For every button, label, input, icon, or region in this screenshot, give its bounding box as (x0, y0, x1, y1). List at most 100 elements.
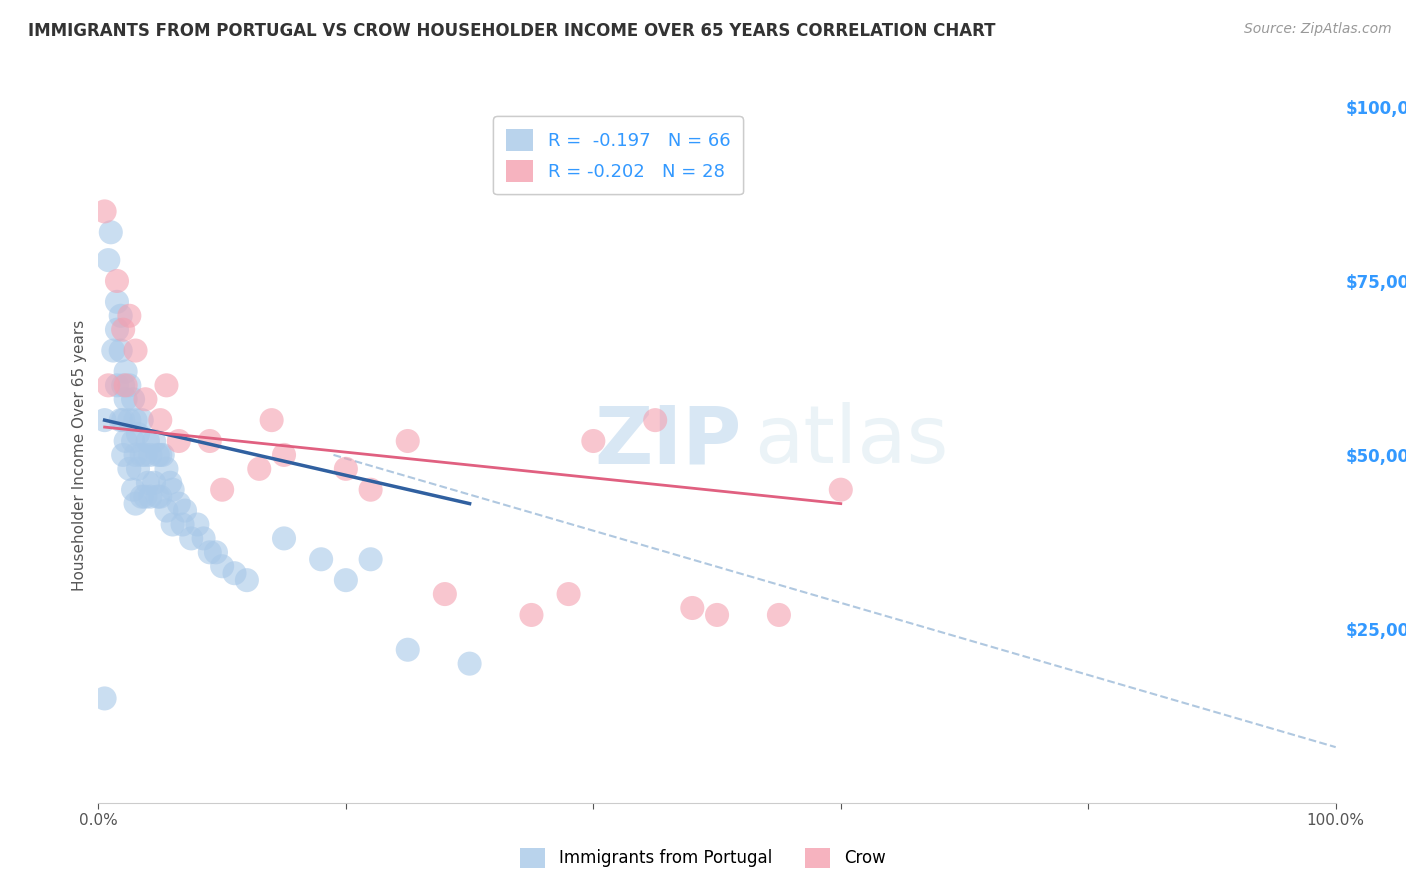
Point (136, 475, 159, 490)
Point (273, 448, 295, 462)
Legend: Immigrants from Portugal, Crow: Immigrants from Portugal, Crow (513, 841, 893, 875)
Point (114, 434, 136, 448)
Point (134, 490, 156, 504)
Point (644, 413, 666, 427)
Point (520, 607, 543, 622)
Text: atlas: atlas (754, 402, 949, 480)
Point (134, 448, 156, 462)
Point (122, 434, 145, 448)
Legend: R =  -0.197   N = 66, R = -0.202   N = 28: R = -0.197 N = 66, R = -0.202 N = 28 (494, 116, 742, 194)
Point (768, 607, 790, 622)
Point (335, 573, 357, 587)
Point (167, 497, 190, 511)
Point (131, 413, 153, 427)
Point (198, 545, 221, 559)
Point (273, 532, 295, 546)
Point (149, 490, 172, 504)
Point (114, 392, 136, 407)
Point (146, 448, 169, 462)
Point (118, 462, 141, 476)
Point (152, 448, 174, 462)
Point (149, 413, 172, 427)
Point (105, 294, 128, 309)
Point (97, 253, 120, 268)
Point (155, 462, 177, 476)
Point (131, 490, 153, 504)
Point (110, 413, 132, 427)
Point (122, 483, 145, 497)
Point (112, 413, 135, 427)
Point (211, 483, 233, 497)
Point (139, 448, 162, 462)
Point (143, 475, 166, 490)
Point (582, 434, 605, 448)
Point (93, 204, 115, 219)
Point (139, 490, 162, 504)
Text: Source: ZipAtlas.com: Source: ZipAtlas.com (1244, 22, 1392, 37)
Point (224, 566, 246, 581)
Point (211, 559, 233, 574)
Point (162, 517, 184, 532)
Point (118, 413, 141, 427)
Point (100, 225, 122, 239)
Point (396, 642, 419, 657)
Point (134, 392, 156, 407)
Point (124, 343, 146, 358)
Point (146, 490, 169, 504)
Point (557, 587, 579, 601)
Point (93, 691, 115, 706)
Point (114, 378, 136, 392)
Point (396, 434, 419, 448)
Point (122, 392, 145, 407)
Point (131, 448, 153, 462)
Point (159, 475, 181, 490)
Point (118, 309, 141, 323)
Point (124, 497, 146, 511)
Point (110, 309, 132, 323)
Point (112, 448, 135, 462)
Point (174, 503, 197, 517)
Point (105, 274, 128, 288)
Point (193, 532, 215, 546)
Point (136, 434, 159, 448)
Point (97, 378, 120, 392)
Point (260, 413, 283, 427)
Point (706, 607, 728, 622)
Point (180, 532, 202, 546)
Point (93, 413, 115, 427)
Point (309, 552, 332, 566)
Point (112, 323, 135, 337)
Point (103, 343, 125, 358)
Y-axis label: Householder Income Over 65 years: Householder Income Over 65 years (72, 319, 87, 591)
Point (118, 378, 141, 392)
Point (433, 587, 456, 601)
Point (830, 483, 852, 497)
Point (114, 364, 136, 378)
Point (172, 517, 194, 532)
Point (155, 503, 177, 517)
Point (198, 434, 221, 448)
Text: IMMIGRANTS FROM PORTUGAL VS CROW HOUSEHOLDER INCOME OVER 65 YEARS CORRELATION CH: IMMIGRANTS FROM PORTUGAL VS CROW HOUSEHO… (28, 22, 995, 40)
Text: ZIP: ZIP (595, 402, 742, 480)
Point (335, 462, 357, 476)
Point (105, 378, 128, 392)
Point (105, 323, 128, 337)
Point (127, 462, 149, 476)
Point (458, 657, 481, 671)
Point (127, 427, 149, 442)
Point (205, 545, 228, 559)
Point (236, 573, 259, 587)
Point (143, 434, 166, 448)
Point (360, 552, 382, 566)
Point (247, 462, 270, 476)
Point (681, 601, 703, 615)
Point (186, 517, 208, 532)
Point (110, 343, 132, 358)
Point (112, 378, 135, 392)
Point (360, 483, 382, 497)
Point (124, 448, 146, 462)
Point (155, 378, 177, 392)
Point (149, 448, 172, 462)
Point (167, 434, 190, 448)
Point (162, 483, 184, 497)
